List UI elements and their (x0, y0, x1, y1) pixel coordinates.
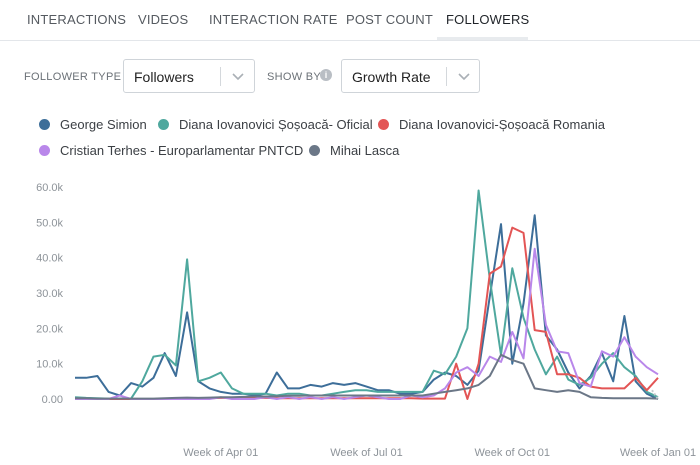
tab-post-count[interactable]: POST COUNT (346, 12, 433, 27)
follower-type-value: Followers (134, 69, 194, 85)
series-line-george-simion[interactable] (75, 214, 659, 400)
legend-label: Diana Iovanovici Șoșoacă- Oficial (179, 117, 373, 132)
show-by-select[interactable]: Growth Rate (341, 59, 480, 93)
show-by-value: Growth Rate (352, 69, 431, 85)
legend-color-dot (378, 119, 389, 130)
chevron-down-icon (232, 73, 244, 81)
active-tab-indicator (437, 37, 528, 40)
y-tick-label: 30.0k (36, 288, 63, 300)
select-separator (220, 67, 221, 86)
y-tick-label: 60.0k (36, 182, 63, 194)
y-tick-label: 50.0k (36, 217, 63, 229)
info-icon[interactable]: i (320, 69, 332, 81)
series-line-diana-iovanovici-o-oac-oficial[interactable] (74, 189, 659, 400)
series-line-mihai-lasca[interactable] (75, 353, 659, 400)
metric-tabs: INTERACTIONS VIDEOS INTERACTION RATE POS… (0, 0, 700, 41)
show-by-label: SHOW BY (267, 71, 322, 83)
follower-type-label: FOLLOWER TYPE (24, 71, 122, 83)
legend-color-dot (39, 119, 50, 130)
legend-label: Mihai Lasca (330, 143, 400, 158)
follower-type-select[interactable]: Followers (123, 59, 255, 93)
incomplete-period-marker (651, 389, 659, 400)
tab-interaction-rate[interactable]: INTERACTION RATE (209, 12, 338, 27)
x-tick-label: Week of Jul 01 (330, 447, 403, 459)
x-tick-label: Week of Apr 01 (183, 447, 258, 459)
x-tick-label: Week of Oct 01 (474, 447, 550, 459)
chevron-down-icon (458, 73, 470, 81)
legend-label: Diana Iovanovici-Șoșoacă Romania (399, 117, 605, 132)
legend-color-dot (158, 119, 169, 130)
series-line-diana-iovanovici-o-oac-romania[interactable] (75, 226, 659, 400)
x-tick-label: Week of Jan 01 (620, 447, 696, 459)
tab-videos[interactable]: VIDEOS (138, 12, 189, 27)
legend-color-dot (39, 145, 50, 156)
y-tick-label: 20.0k (36, 323, 63, 335)
tab-interactions[interactable]: INTERACTIONS (27, 12, 127, 27)
legend-label: George Simion (60, 117, 147, 132)
legend-color-dot (309, 145, 320, 156)
tab-followers[interactable]: FOLLOWERS (446, 12, 530, 27)
y-tick-label: 40.0k (36, 253, 63, 265)
select-separator (446, 67, 447, 86)
y-tick-label: 0.00 (42, 394, 63, 406)
followers-growth-chart: 0.00 10.0k 20.0k 30.0k 40.0k 50.0k 60.0k Week o… (36, 182, 696, 459)
legend-label: Cristian Terhes - Europarlamentar PNTCD (60, 143, 304, 158)
y-tick-label: 10.0k (36, 359, 63, 371)
